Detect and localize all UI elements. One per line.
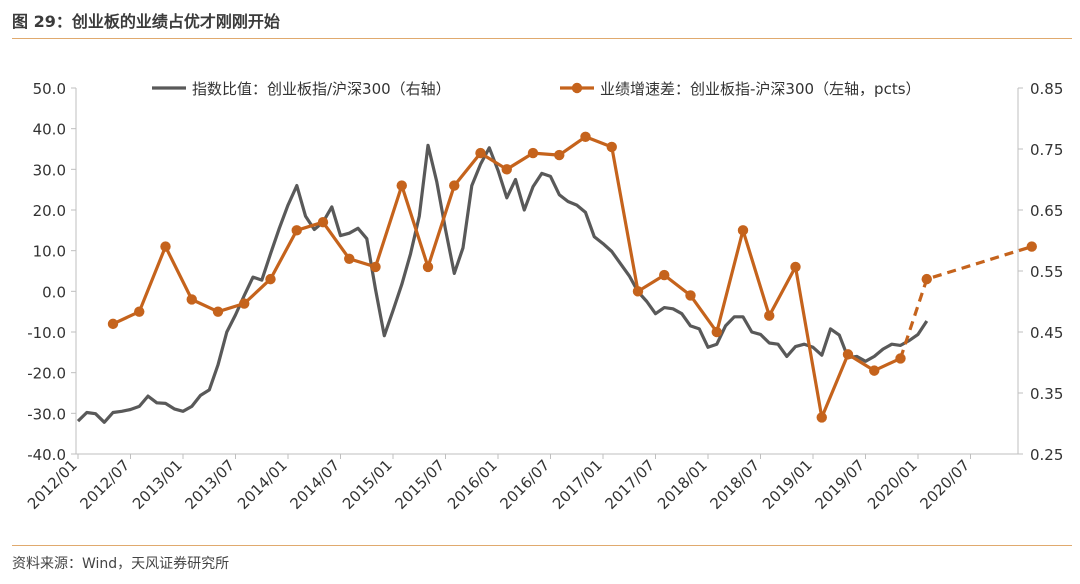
growth-spread-point <box>869 365 880 376</box>
series-index-ratio-line <box>76 143 929 424</box>
growth-spread-point <box>659 269 670 281</box>
left-tick-label: -30.0 <box>27 405 66 423</box>
x-tick-label: 2020/01 <box>864 456 921 513</box>
left-tick-label: 20.0 <box>33 202 66 220</box>
left-tick-label: 30.0 <box>33 161 66 179</box>
growth-spread-point <box>107 318 119 330</box>
figure-title: 图 29：创业板的业绩占优才刚刚开始 <box>12 12 280 31</box>
growth-spread-point <box>632 286 644 297</box>
growth-spread-point <box>527 147 539 159</box>
legend-marker-growth-spread <box>571 82 583 94</box>
x-tick-label: 2014/01 <box>234 456 291 513</box>
top-divider <box>12 38 1072 39</box>
left-tick-label: -10.0 <box>27 324 66 342</box>
right-tick-label: 0.25 <box>1030 446 1063 464</box>
growth-spread-point <box>449 180 460 191</box>
left-tick-label: 0.0 <box>42 283 66 301</box>
right-tick-label: 0.55 <box>1030 263 1063 281</box>
legend-label-index-ratio: 指数比值：创业板指/沪深300（右轴） <box>192 80 451 98</box>
growth-spread-point <box>764 310 775 321</box>
left-tick-label: -40.0 <box>27 446 66 464</box>
growth-spread-point <box>370 261 381 273</box>
legend-label-growth-spread: 业绩增速差：创业板指-沪深300（左轴，pcts） <box>600 80 921 98</box>
x-tick-label: 2012/01 <box>24 456 81 513</box>
growth-spread-point <box>790 261 801 273</box>
x-tick-label: 2018/01 <box>654 456 711 513</box>
x-tick-label: 2020/07 <box>917 456 974 513</box>
growth-spread-point <box>239 298 250 309</box>
bottom-divider <box>12 545 1072 546</box>
series-growth-spread-forecast-line <box>898 245 1033 359</box>
right-tick-label: 0.35 <box>1030 385 1063 403</box>
growth-spread-point <box>816 412 827 423</box>
growth-spread-point <box>737 225 749 236</box>
growth-spread-point <box>160 241 171 252</box>
growth-spread-point <box>685 290 696 301</box>
growth-spread-point <box>186 294 197 305</box>
right-tick-label: 0.85 <box>1030 80 1063 98</box>
x-tick-label: 2014/07 <box>287 456 344 513</box>
growth-spread-point <box>396 180 407 191</box>
left-tick-label: 50.0 <box>33 80 66 98</box>
x-tick-label: 2015/07 <box>392 456 449 513</box>
series-growth-spread-line <box>112 135 902 419</box>
growth-spread-point <box>895 353 906 364</box>
growth-spread-point <box>265 273 276 285</box>
growth-spread-point <box>580 131 591 142</box>
left-tick-label: 40.0 <box>33 121 66 139</box>
x-tick-label: 2013/07 <box>182 456 239 513</box>
growth-spread-point <box>317 217 329 228</box>
growth-spread-point <box>291 225 302 236</box>
left-tick-label: 10.0 <box>33 243 66 261</box>
left-tick-label: -20.0 <box>27 365 66 383</box>
right-tick-label: 0.75 <box>1030 141 1063 159</box>
growth-spread-point <box>842 349 854 360</box>
growth-spread-point <box>606 141 617 153</box>
growth-spread-point <box>1026 241 1037 252</box>
x-tick-label: 2019/07 <box>812 456 869 513</box>
growth-spread-point <box>711 326 722 338</box>
right-tick-label: 0.45 <box>1030 324 1063 342</box>
growth-spread-point <box>212 306 224 317</box>
growth-spread-point <box>921 273 932 285</box>
growth-spread-point <box>475 147 486 159</box>
right-tick-label: 0.65 <box>1030 202 1063 220</box>
x-tick-label: 2016/07 <box>497 456 554 513</box>
growth-spread-point <box>422 261 434 273</box>
growth-spread-point <box>134 306 145 317</box>
x-tick-label: 2019/01 <box>759 456 816 513</box>
x-tick-label: 2012/07 <box>77 456 134 513</box>
x-tick-label: 2013/01 <box>129 456 186 513</box>
source-note: 资料来源：Wind，天风证券研究所 <box>12 556 230 572</box>
growth-spread-point <box>501 164 512 175</box>
growth-spread-point <box>554 149 565 161</box>
growth-spread-point <box>344 253 355 264</box>
x-tick-label: 2017/07 <box>602 456 659 513</box>
x-tick-label: 2018/07 <box>707 456 764 513</box>
x-tick-label: 2016/01 <box>444 456 501 513</box>
x-tick-label: 2017/01 <box>549 456 606 513</box>
x-tick-label: 2015/01 <box>339 456 396 513</box>
